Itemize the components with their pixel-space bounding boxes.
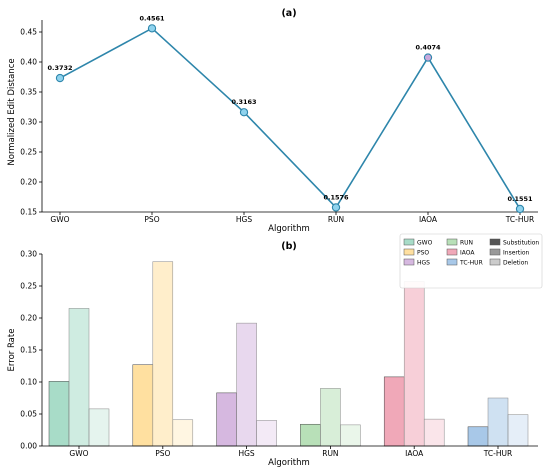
panel-b-legend-label: GWO <box>417 240 433 247</box>
panel-b-legend-label: RUN <box>460 240 473 247</box>
panel-b-bar <box>487 397 509 447</box>
panel-a-y-tick-label: 0.45 <box>20 28 37 37</box>
panel-b-x-tick-label: RUN <box>322 449 338 458</box>
panel-b-y-tick-label: 0.30 <box>20 250 37 259</box>
panel-b-legend-swatch <box>446 258 458 266</box>
panel-b-legend-label: Deletion <box>503 260 528 267</box>
panel-a-y-tick-label: 0.25 <box>20 148 37 157</box>
panel-a-x-tick-label: PSO <box>144 215 159 224</box>
panel-b-bar <box>403 281 425 447</box>
panel-b-y-tick-label: 0.15 <box>20 346 37 355</box>
panel-b-bar <box>383 376 405 447</box>
panel-b-bar <box>467 426 489 447</box>
panel-b-ticks: 0.00 0.05 0.10 0.15 0.20 0.25 0.30 GWO PSO HGS RUN… <box>20 250 512 459</box>
panel-b-bar <box>88 408 110 447</box>
panel-a-x-axis-label: Algorithm <box>268 224 310 234</box>
panel-b-bar <box>216 392 237 447</box>
panel-a-x-tick-label: HGS <box>236 215 252 224</box>
panel-b-legend-swatch <box>489 258 501 266</box>
panel-a-y-axis-label: Normalized Edit Distance <box>7 58 17 165</box>
panel-a-data-labels: 0.3732 0.4561 0.3163 0.1576 0.4074 0.1551 <box>47 14 533 203</box>
panel-b-x-tick-label: IAOA <box>405 449 424 458</box>
panel-a-point <box>331 203 341 212</box>
panel-a-y-tick-label: 0.15 <box>20 208 37 217</box>
panel-b-legend: GWO PSO HGS RUN IAOA TC-HUR Substitution Insert… <box>399 233 543 289</box>
panel-b-bar <box>320 388 341 447</box>
panel-a-title: (a) <box>281 8 296 19</box>
panel-a-point <box>147 24 157 33</box>
panel-b-legend-box <box>399 233 543 289</box>
panel-a-y-tick-label: 0.20 <box>20 178 37 187</box>
panel-b-bar <box>507 414 529 447</box>
panel-b-y-tick-label: 0.10 <box>20 378 37 387</box>
panel-b-legend-label: HGS <box>417 260 430 267</box>
panel-b-legend-swatch <box>403 238 415 246</box>
panel-b-x-tick-label: PSO <box>155 449 170 458</box>
panel-a-data-label: 0.4561 <box>139 14 165 22</box>
panel-b-bar <box>132 364 154 447</box>
panel-a-y-tick-label: 0.35 <box>20 88 37 97</box>
panel-b-x-axis-label: Algorithm <box>268 458 310 468</box>
panel-b-bar <box>236 322 257 447</box>
panel-b-y-tick-label: 0.20 <box>20 314 37 323</box>
panel-b-bar <box>256 420 277 447</box>
panel-b-bar <box>300 423 321 447</box>
panel-b-bars <box>48 261 529 447</box>
panel-a-series <box>55 24 525 214</box>
panel-b-bar <box>68 308 90 447</box>
panel-a-series-line <box>59 27 521 210</box>
panel-b-legend-swatch <box>403 258 415 266</box>
panel-b-legend-label: IAOA <box>460 250 475 257</box>
panel-b-legend-swatch <box>489 238 501 246</box>
panel-a-point <box>239 108 249 117</box>
panel-b-legend-label: TC-HUR <box>459 260 483 267</box>
panel-b-y-axis-label: Error Rate <box>7 329 17 372</box>
panel-a-axes <box>41 20 538 213</box>
panel-b-x-tick-label: TC-HUR <box>483 449 512 458</box>
panel-b-bar <box>423 418 445 447</box>
panel-a-x-tick-label: RUN <box>328 215 344 224</box>
panel-b-y-tick-label: 0.25 <box>20 282 37 291</box>
panel-b-bar <box>340 424 361 447</box>
panel-b-legend-label: Insertion <box>503 250 530 257</box>
panel-a-point <box>55 73 65 83</box>
panel-b-legend-label: Substitution <box>503 240 539 247</box>
panel-a-ticks: 0.15 0.20 0.25 0.30 0.35 0.40 0.45 GWO PSO HGS RUN… <box>20 28 534 225</box>
panel-b-legend-swatch <box>489 248 501 256</box>
panel-b-y-tick-label: 0.05 <box>20 410 37 419</box>
panel-a-x-tick-label: IAOA <box>419 215 438 224</box>
panel-b-title: (b) <box>281 241 296 252</box>
panel-a-data-label: 0.3732 <box>47 64 72 72</box>
panel-a-data-label: 0.1551 <box>507 195 533 203</box>
panel-b-x-tick-label: HGS <box>238 449 254 458</box>
panel-a-y-tick-label: 0.40 <box>20 58 37 67</box>
panel-a-x-tick-label: GWO <box>50 215 69 224</box>
panel-b-bar <box>48 381 70 447</box>
panel-a-point <box>515 204 525 214</box>
panel-a-data-label: 0.4074 <box>415 44 441 52</box>
panel-b: (b) Error Rate Algorithm 0.00 0.05 0.10 0.1… <box>7 233 543 468</box>
panel-b-legend-swatch <box>446 248 458 256</box>
panel-a-data-label: 0.1576 <box>323 193 349 201</box>
panel-b-legend-label: PSO <box>417 250 429 257</box>
panel-a-y-tick-label: 0.30 <box>20 118 37 127</box>
panel-a-data-label: 0.3163 <box>231 98 256 106</box>
panel-b-y-tick-label: 0.00 <box>20 442 37 451</box>
panel-b-legend-swatch <box>403 248 415 256</box>
panel-b-bar <box>152 261 174 447</box>
panel-b-legend-swatch <box>446 238 458 246</box>
panel-a: (a) Normalized Edit Distance Algorithm 0… <box>7 8 538 234</box>
panel-a-point <box>423 53 433 62</box>
panel-b-x-tick-label: GWO <box>69 449 88 458</box>
panel-a-x-tick-label: TC-HUR <box>505 215 534 224</box>
panel-b-bar <box>172 419 194 447</box>
